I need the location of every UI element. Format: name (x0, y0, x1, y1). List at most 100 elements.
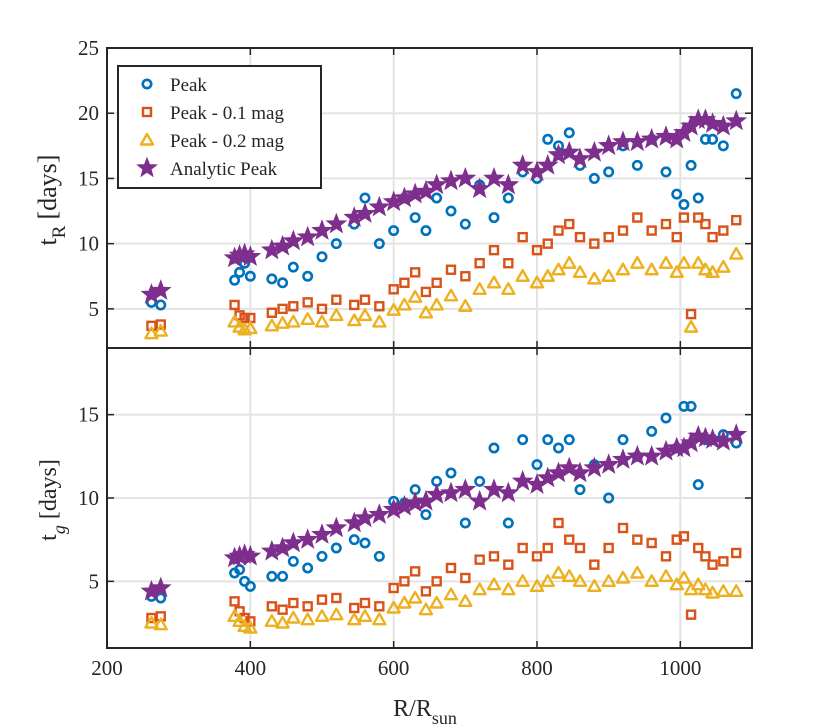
bottom-point-peak-0.2-mag (587, 579, 602, 593)
bottom-point-peak (359, 537, 371, 549)
top-point-peak (330, 238, 342, 250)
legend-symbol-peak-0.2-mag (139, 132, 155, 146)
bottom-point-peak-0.2-mag (329, 607, 344, 621)
y-axis-label-bottom-symbol: t (36, 534, 62, 541)
top-series-peak-0.1-mag (146, 212, 742, 332)
top-point-peak (542, 133, 554, 145)
top-point-peak-0.1-mag (474, 258, 485, 269)
top-point-analytic-peak (712, 114, 735, 136)
bottom-point-peak-0.1-mag (409, 566, 421, 577)
bottom-ytick-label: 15 (78, 403, 99, 427)
bottom-point-peak-0.1-mag (277, 604, 288, 615)
top-point-peak-0.1-mag (503, 258, 514, 269)
top-point-peak-0.2-mag (562, 256, 577, 269)
bottom-point-peak-0.1-mag (589, 559, 600, 570)
bottom-point-analytic-peak (368, 503, 391, 524)
bottom-point-peak-0.2-mag (472, 582, 487, 596)
top-point-peak-0.2-mag (243, 321, 258, 335)
top-point-peak-0.2-mag (397, 297, 412, 311)
top-point-peak-0.2-mag (698, 262, 713, 276)
top-point-peak-0.2-mag (227, 314, 242, 328)
top-point-peak-0.2-mag (669, 265, 684, 279)
bottom-point-analytic-peak (712, 429, 735, 451)
legend-symbol-peak-0.1-mag (141, 106, 153, 118)
top-point-peak-0.2-mag (630, 256, 645, 269)
legend-entry-analytic-peak: Analytic Peak (136, 156, 278, 180)
top-point-analytic-peak (497, 173, 520, 195)
top-point-analytic-peak (597, 134, 620, 156)
bottom-point-peak-0.2-mag (314, 609, 330, 623)
top-point-peak-0.2-mag (601, 269, 616, 282)
bottom-point-peak-0.2-mag (601, 574, 616, 588)
bottom-point-peak-0.2-mag (243, 620, 258, 634)
top-point-peak-0.1-mag (678, 212, 690, 223)
top-point-peak (388, 225, 400, 237)
y-axis-label-bottom: tg [days] (36, 459, 69, 541)
top-point-peak-0.2-mag (443, 288, 459, 302)
top-point-peak-0.1-mag (660, 218, 672, 230)
top-point-peak-0.2-mag (418, 305, 434, 319)
top-point-peak (563, 127, 575, 139)
top-point-peak-0.1-mag (409, 267, 421, 278)
bottom-point-peak-0.1-mag (574, 542, 586, 554)
bottom-point-analytic-peak (282, 531, 305, 553)
top-point-analytic-peak (536, 153, 559, 175)
bottom-point-peak-0.2-mag (630, 565, 645, 579)
bottom-point-peak-0.1-mag (646, 537, 657, 549)
bottom-panel: 5 10 15 200 400 600 800 1000 (78, 347, 753, 680)
top-point-analytic-peak (640, 127, 663, 149)
bottom-point-peak-0.1-mag (460, 572, 471, 584)
top-point-peak (287, 261, 299, 273)
top-point-peak-0.1-mag (331, 294, 342, 305)
top-point-peak-0.2-mag (286, 314, 301, 328)
top-point-peak-0.1-mag (574, 231, 586, 243)
bottom-point-peak-0.1-mag (349, 602, 360, 614)
bottom-point-peak-0.1-mag (316, 594, 328, 605)
bottom-point-peak-0.2-mag (669, 577, 684, 591)
top-point-analytic-peak (558, 140, 581, 162)
top-point-peak-0.2-mag (540, 269, 555, 282)
top-point-peak-0.1-mag (671, 231, 682, 243)
bottom-point-analytic-peak (497, 481, 520, 503)
y-axis-label-bottom-subscript: g (49, 525, 69, 534)
top-point-peak (302, 270, 314, 282)
top-ytick-label: 10 (78, 232, 99, 256)
bottom-point-peak-0.2-mag (347, 612, 362, 626)
bottom-point-peak-0.2-mag (729, 584, 744, 598)
bottom-point-peak-0.1-mag (420, 586, 432, 597)
bottom-point-peak (287, 555, 299, 567)
top-point-peak-0.2-mag (676, 256, 692, 269)
bottom-point-peak-0.2-mag (418, 602, 434, 616)
x-tick-label: 600 (378, 656, 410, 680)
top-series-analytic-peak (140, 108, 748, 304)
top-point-peak (277, 277, 289, 289)
legend-symbol-analytic-peak (136, 156, 158, 178)
top-ytick-label: 20 (78, 101, 99, 125)
top-point-peak-0.2-mag (329, 308, 344, 322)
top-point-analytic-peak (468, 177, 491, 199)
bottom-point-peak (474, 475, 486, 487)
bottom-point-analytic-peak (468, 489, 491, 511)
top-point-peak (631, 159, 643, 171)
bottom-point-peak-0.2-mag (264, 614, 280, 628)
bottom-point-analytic-peak (311, 523, 333, 544)
top-point-peak-0.2-mag (683, 319, 699, 333)
bottom-point-analytic-peak (558, 456, 581, 478)
bottom-point-peak (531, 459, 543, 471)
top-point-peak-0.1-mag (718, 225, 729, 236)
bottom-point-peak-0.2-mag (515, 574, 530, 588)
top-point-analytic-peak (149, 279, 172, 300)
bottom-point-peak-0.1-mag (700, 551, 711, 562)
bottom-point-peak (646, 425, 658, 437)
top-point-peak-0.1-mag (266, 307, 278, 318)
bottom-point-peak-0.2-mag (644, 574, 659, 588)
bottom-point-peak-0.2-mag (232, 614, 247, 628)
top-ytick-label: 15 (78, 166, 99, 190)
top-point-peak (445, 205, 457, 217)
bottom-series-peak-0.1-mag (146, 517, 742, 627)
top-point-analytic-peak (354, 202, 376, 223)
bottom-point-peak-0.1-mag (488, 551, 500, 562)
legend: Peak Peak - 0.1 mag Peak - 0.2 mag Analy… (117, 65, 322, 189)
top-panel: 5 10 15 20 25 (78, 36, 753, 349)
bottom-point-peak-0.1-mag (632, 534, 643, 545)
